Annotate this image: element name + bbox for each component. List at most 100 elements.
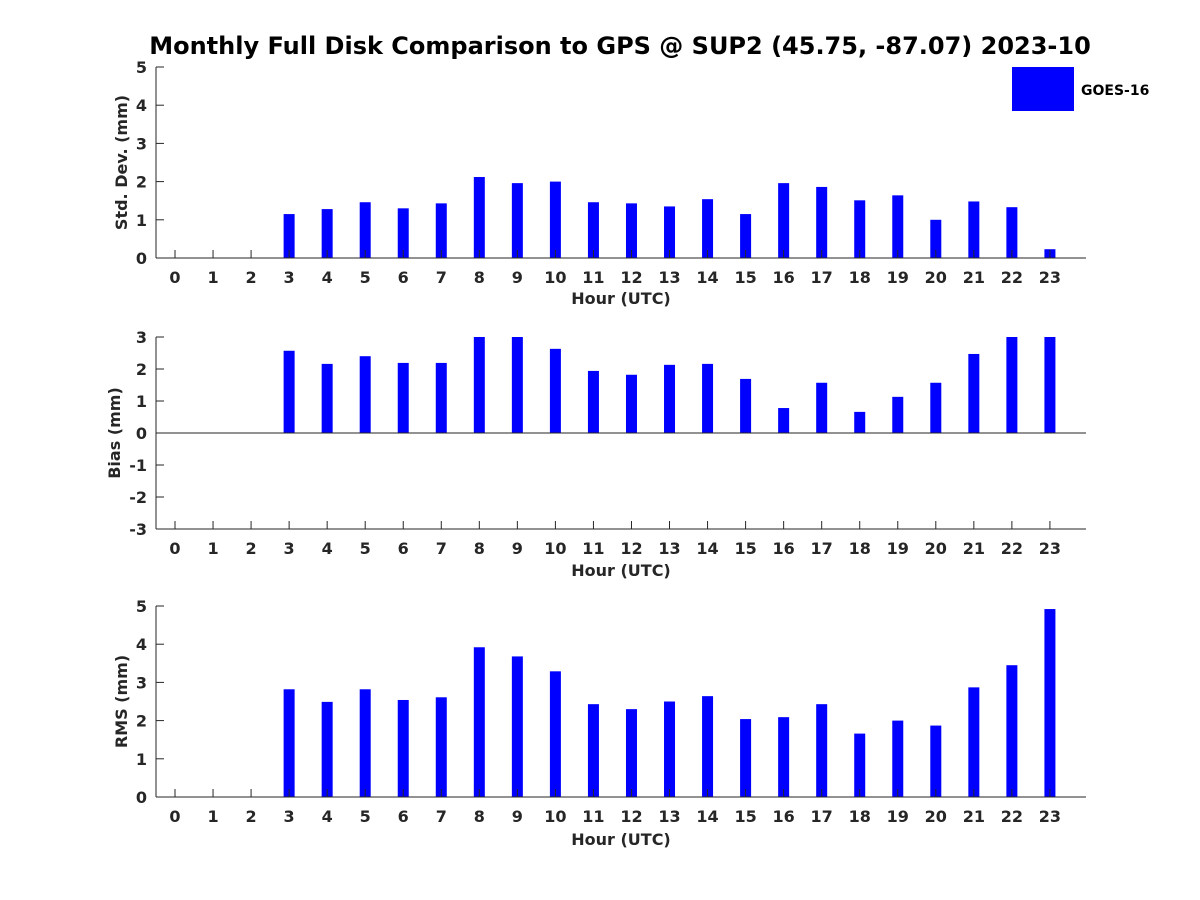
bias-xtick-label-16: 16 xyxy=(773,539,795,558)
stddev-xtick-label-10: 10 xyxy=(544,268,566,287)
stddev-xtick-label-2: 2 xyxy=(246,268,257,287)
rms-xtick-label-0: 0 xyxy=(169,807,180,826)
rms-bar-20 xyxy=(930,725,942,797)
stddev-xtick-label-11: 11 xyxy=(582,268,604,287)
rms-xtick-label-2: 2 xyxy=(246,807,257,826)
bias-ytick-label-2: 2 xyxy=(136,360,147,379)
legend: GOES-16 xyxy=(1012,67,1149,111)
bias-bar-12 xyxy=(625,374,637,433)
rms-xtick-label-20: 20 xyxy=(925,807,947,826)
stddev-bar-3 xyxy=(283,214,295,258)
stddev-xtick-label-19: 19 xyxy=(887,268,909,287)
bias-bar-5 xyxy=(359,356,371,433)
stddev-xtick-label-9: 9 xyxy=(512,268,523,287)
bias-ytick-label-1: 1 xyxy=(136,392,147,411)
rms-xtick-label-8: 8 xyxy=(474,807,485,826)
rms-ytick-label-3: 3 xyxy=(136,673,147,692)
rms-xtick-label-9: 9 xyxy=(512,807,523,826)
stddev-bar-16 xyxy=(778,183,790,258)
bias-xtick-label-19: 19 xyxy=(887,539,909,558)
rms-ytick-label-4: 4 xyxy=(136,635,147,654)
bias-bar-22 xyxy=(1006,337,1018,433)
bias-xtick-label-15: 15 xyxy=(734,539,756,558)
stddev-xtick-label-22: 22 xyxy=(1001,268,1023,287)
stddev-ytick-label-3: 3 xyxy=(136,134,147,153)
rms-bar-15 xyxy=(740,719,752,797)
bias-bar-15 xyxy=(740,378,752,433)
stddev-bar-22 xyxy=(1006,207,1018,258)
bias-xtick-label-6: 6 xyxy=(398,539,409,558)
bias-bar-19 xyxy=(892,396,904,433)
stddev-xtick-label-15: 15 xyxy=(734,268,756,287)
stddev-ytick-label-1: 1 xyxy=(136,211,147,230)
bias-bar-10 xyxy=(549,348,561,433)
stddev-xtick-label-20: 20 xyxy=(925,268,947,287)
rms-ylabel: RMS (mm) xyxy=(112,655,131,748)
rms-bar-13 xyxy=(664,701,676,797)
stddev-bar-18 xyxy=(854,200,866,258)
bias-bar-7 xyxy=(435,362,447,433)
stddev-bar-4 xyxy=(321,209,333,258)
bias-xtick-label-0: 0 xyxy=(169,539,180,558)
bias-bar-20 xyxy=(930,382,942,433)
bias-bar-8 xyxy=(473,337,485,433)
rms-xtick-label-12: 12 xyxy=(620,807,642,826)
rms-xtick-label-10: 10 xyxy=(544,807,566,826)
rms-bar-8 xyxy=(473,647,485,797)
bias-bar-3 xyxy=(283,350,295,433)
rms-bar-5 xyxy=(359,689,371,797)
stddev-bar-15 xyxy=(740,214,752,258)
bias-xtick-label-18: 18 xyxy=(849,539,871,558)
stddev-bar-9 xyxy=(511,183,523,258)
bias-xtick-label-4: 4 xyxy=(322,539,333,558)
bias-bar-18 xyxy=(854,411,866,433)
rms-xtick-label-13: 13 xyxy=(658,807,680,826)
bias-bar-23 xyxy=(1044,337,1056,433)
stddev-ytick-label-2: 2 xyxy=(136,173,147,192)
bias-ytick-label--3: -3 xyxy=(129,520,147,539)
rms-bar-21 xyxy=(968,687,980,797)
rms-xtick-label-23: 23 xyxy=(1039,807,1061,826)
stddev-bar-14 xyxy=(702,199,714,258)
bias-xtick-label-7: 7 xyxy=(436,539,447,558)
stddev-bar-10 xyxy=(549,181,561,258)
rms-xtick-label-21: 21 xyxy=(963,807,985,826)
stddev-bar-6 xyxy=(397,208,409,258)
rms-bar-10 xyxy=(549,671,561,797)
rms-xtick-label-14: 14 xyxy=(696,807,718,826)
stddev-xtick-label-21: 21 xyxy=(963,268,985,287)
bias-xlabel: Hour (UTC) xyxy=(571,561,671,580)
rms-bar-19 xyxy=(892,720,904,797)
rms-xtick-label-5: 5 xyxy=(360,807,371,826)
rms-bar-3 xyxy=(283,689,295,797)
stddev-xtick-label-3: 3 xyxy=(284,268,295,287)
bias-bar-6 xyxy=(397,362,409,433)
rms-bar-4 xyxy=(321,701,333,797)
rms-xtick-label-19: 19 xyxy=(887,807,909,826)
stddev-ylabel: Std. Dev. (mm) xyxy=(112,95,131,230)
stddev-bar-8 xyxy=(473,177,485,258)
stddev-xtick-label-23: 23 xyxy=(1039,268,1061,287)
bias-xtick-label-17: 17 xyxy=(811,539,833,558)
bias-ylabel: Bias (mm) xyxy=(105,387,124,479)
stddev-xtick-label-16: 16 xyxy=(773,268,795,287)
rms-xtick-label-4: 4 xyxy=(322,807,333,826)
stddev-xtick-label-18: 18 xyxy=(849,268,871,287)
stddev-bar-13 xyxy=(664,206,676,258)
bias-bar-11 xyxy=(587,370,599,433)
stddev-xtick-label-8: 8 xyxy=(474,268,485,287)
rms-bar-18 xyxy=(854,733,866,797)
bias-bar-17 xyxy=(816,382,828,433)
rms-bar-11 xyxy=(587,704,599,797)
stddev-bar-20 xyxy=(930,219,942,258)
stddev-ytick-label-4: 4 xyxy=(136,96,147,115)
bias-xtick-label-20: 20 xyxy=(925,539,947,558)
bias-ytick-label--2: -2 xyxy=(129,488,147,507)
figure-title: Monthly Full Disk Comparison to GPS @ SU… xyxy=(149,32,1091,60)
bias-xtick-label-14: 14 xyxy=(696,539,718,558)
rms-xtick-label-11: 11 xyxy=(582,807,604,826)
stddev-xtick-label-7: 7 xyxy=(436,268,447,287)
